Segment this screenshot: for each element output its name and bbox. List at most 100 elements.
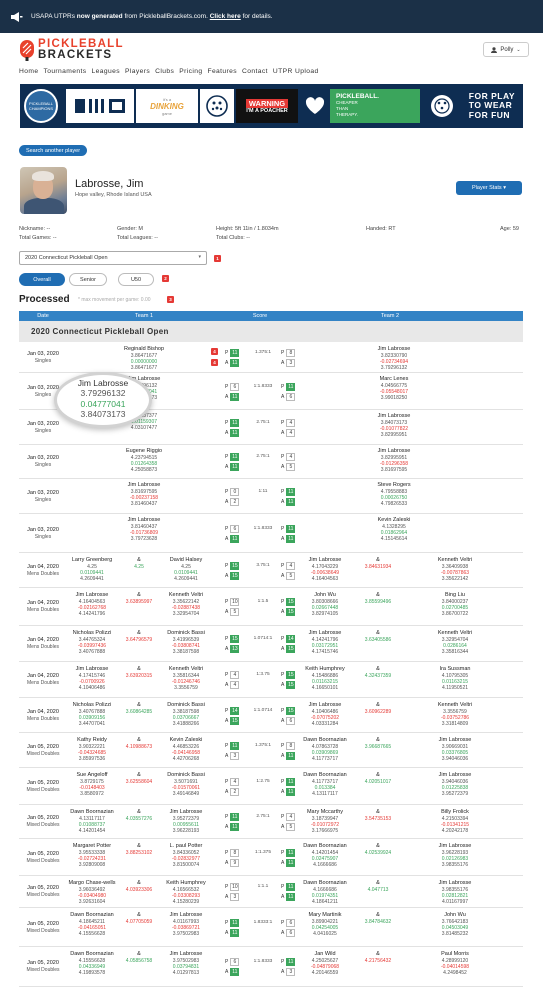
rating-after: 4.16404563 [311, 576, 339, 582]
player-name[interactable]: Bing Liu [445, 592, 465, 598]
player-name[interactable]: Eugene Riggio [125, 448, 163, 454]
nav-clubs[interactable]: Clubs [155, 68, 175, 75]
event-select[interactable]: 2020 Connecticut Pickleball Open ▾ [19, 251, 207, 265]
adj-label: A [225, 752, 229, 759]
nav-contact[interactable]: Contact [242, 68, 268, 75]
player-name[interactable]: Mary Mccarthy [306, 809, 344, 815]
player-name[interactable]: Kathy Reidy [77, 737, 107, 743]
player-name[interactable]: Reginald Bishop [123, 346, 165, 352]
rating-after: 4.11950521 [441, 685, 469, 691]
nav-tournaments[interactable]: Tournaments [43, 68, 87, 75]
rating-before: 4.16566532 [172, 887, 200, 893]
player-name[interactable]: Kenneth Veltri [437, 702, 473, 708]
user-menu-button[interactable]: Polly ⌄ [483, 42, 529, 57]
player-name[interactable]: Dominick Bassi [167, 702, 205, 708]
rating-change: 0.03909869 [311, 750, 339, 756]
score-ratio: 1:11 [258, 488, 268, 494]
player-name[interactable]: Jim Labrosse [377, 448, 411, 454]
player-name[interactable]: Dawn Boornazian [303, 843, 347, 849]
nav-pricing[interactable]: Pricing [179, 68, 203, 75]
ad-banner[interactable]: PICKLEBALL CHAMPIONS it's a DINKING game… [20, 84, 523, 128]
player-name[interactable]: Dawn Boornazian [70, 809, 114, 815]
player-name[interactable]: Kenneth Veltri [437, 630, 473, 636]
tab-senior[interactable]: Senior [69, 273, 107, 286]
player-name[interactable]: John Wu [444, 912, 466, 918]
player-name[interactable]: Jim Labrosse [377, 413, 411, 419]
player-name[interactable]: Dawn Boornazian [70, 912, 114, 918]
rating-after: 4.79826533 [380, 501, 408, 507]
rating-change: 0.00000000 [130, 359, 158, 365]
player-name[interactable]: Nicholas Polizzi [72, 702, 112, 708]
team1-score-pts: P 8 [225, 848, 241, 857]
player-name[interactable]: Keith Humphrey [305, 666, 345, 672]
player-name[interactable]: Kevin Zaleski [169, 737, 203, 743]
player-name[interactable]: Kenneth Veltri [168, 592, 204, 598]
player-name[interactable]: David Halsey [169, 557, 203, 563]
nav-features[interactable]: Features [207, 68, 238, 75]
score-box: 15 [286, 681, 296, 689]
search-another-player-button[interactable]: Search another player [19, 145, 87, 156]
player-name[interactable]: Jan Wild [314, 951, 336, 957]
player-name[interactable]: John Wu [314, 592, 336, 598]
notice-link[interactable]: Click here [209, 13, 241, 20]
player-name[interactable]: Jim Labrosse [438, 843, 472, 849]
tab-u50[interactable]: U50 [118, 273, 154, 286]
player-name[interactable]: L. paul Potter [169, 843, 203, 849]
rating-before: 3.5071691 [174, 779, 198, 785]
player-name[interactable]: Jim Labrosse [438, 880, 472, 886]
player-name[interactable]: Jim Labrosse [75, 592, 109, 598]
player-name[interactable]: Jim Labrosse [438, 737, 472, 743]
player-name[interactable]: Jim Labrosse [308, 630, 342, 636]
player-name[interactable]: Jim Labrosse [127, 482, 161, 488]
player-name[interactable]: Larry Greenberg [71, 557, 113, 563]
player-name[interactable]: Mary Martinik [308, 912, 342, 918]
score-box: 11 [230, 534, 240, 543]
player-name[interactable]: Jim Labrosse [127, 376, 161, 382]
player-name[interactable]: Ira Sussman [439, 666, 471, 672]
nav-players[interactable]: Players [124, 68, 151, 75]
player-name[interactable]: Dawn Boornazian [303, 737, 347, 743]
team1-player: Jim Labrosse 3.95272379 0.00955611 3.962… [146, 809, 226, 834]
player-name[interactable]: Billy Frolick [441, 809, 469, 815]
tab-overall[interactable]: Overall [19, 273, 65, 286]
player-name[interactable]: Margo Chase-wells [68, 880, 116, 886]
nav-utpr-upload[interactable]: UTPR Upload [272, 68, 319, 75]
nav-home[interactable]: Home [19, 68, 39, 75]
player-name[interactable]: Jim Labrosse [308, 557, 342, 563]
col-score: Score [252, 313, 268, 319]
player-name[interactable]: Margaret Potter [72, 843, 112, 849]
nav-leagues[interactable]: Leagues [91, 68, 120, 75]
player-stats-button[interactable]: Player Stats ▾ [456, 181, 522, 195]
player-name[interactable]: Keith Humphrey [166, 880, 206, 886]
player-name[interactable]: Sue Angeloff [76, 772, 108, 778]
player-name[interactable]: Jim Labrosse [169, 912, 203, 918]
player-name[interactable]: Dawn Boornazian [303, 772, 347, 778]
player-name[interactable]: Kenneth Veltri [168, 666, 204, 672]
player-name[interactable]: Steve Rogers [377, 482, 411, 488]
annotation-badge-2: 2 [162, 275, 169, 282]
player-name[interactable]: Jim Labrosse [438, 772, 472, 778]
rating-magnifier: Jim Labrosse 3.79296132 0.04777041 3.840… [54, 372, 152, 428]
rating-after: 3.40767888 [78, 649, 106, 655]
team1-player: Sue Angeloff 3.8729175 -0.0148403 3.8580… [52, 772, 132, 797]
player-name[interactable]: Dominick Bassi [167, 772, 205, 778]
player-name[interactable]: Dominick Bassi [167, 630, 205, 636]
player-name[interactable]: Jim Labrosse [127, 517, 161, 523]
player-name[interactable]: Dawn Boornazian [70, 951, 114, 957]
rating-after: 3.86471677 [130, 365, 158, 371]
player-name[interactable]: Nicholas Polizzi [72, 630, 112, 636]
player-name[interactable]: Dawn Boornazian [303, 880, 347, 886]
player-name[interactable]: Jim Labrosse [169, 951, 203, 957]
site-logo[interactable]: PICKLEBALL BRACKETS [20, 38, 124, 61]
player-name[interactable]: Jim Labrosse [308, 702, 342, 708]
score-box: 15 [286, 671, 296, 679]
player-name[interactable]: Kevin Zaleski [377, 517, 411, 523]
player-name[interactable]: Jim Labrosse [75, 666, 109, 672]
player-name[interactable]: Paul Morris [441, 951, 469, 957]
player-name[interactable]: Marc Lenes [379, 376, 409, 382]
player-name[interactable]: Kenneth Veltri [437, 557, 473, 563]
team2-player: Jim Labrosse 3.90669031 0.03376805 3.940… [415, 737, 495, 762]
player-name[interactable]: Jim Labrosse [169, 809, 203, 815]
team1-score-adj: A 11 [225, 928, 241, 937]
player-name[interactable]: Jim Labrosse [377, 346, 411, 352]
